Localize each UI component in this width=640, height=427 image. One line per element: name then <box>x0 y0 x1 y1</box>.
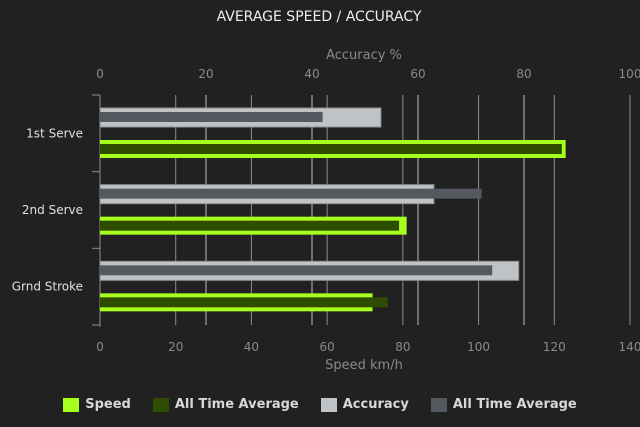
bottom-tick-label: 80 <box>395 340 410 354</box>
top-tick-label: 40 <box>304 67 319 81</box>
legend-label: All Time Average <box>174 397 299 412</box>
top-tick-label: 20 <box>198 67 213 81</box>
legend-label: Accuracy <box>342 397 409 412</box>
legend-swatch <box>152 397 169 412</box>
legend-item[interactable]: All Time Average <box>430 397 577 412</box>
chart-svg: AVERAGE SPEED / ACCURACY Accuracy % Spee… <box>12 9 640 373</box>
accuracy-average-bar <box>100 112 323 122</box>
legend-item[interactable]: Speed <box>63 397 131 412</box>
legend-label: Speed <box>85 397 131 412</box>
category-label: 2nd Serve <box>22 203 83 217</box>
category-label: 1st Serve <box>26 126 83 140</box>
legend-item[interactable]: All Time Average <box>152 397 299 412</box>
speed-average-bar <box>100 297 388 308</box>
bottom-tick-label: 120 <box>543 340 566 354</box>
bottom-tick-label: 0 <box>96 340 104 354</box>
category-label: Grnd Stroke <box>12 280 83 294</box>
top-tick-label: 100 <box>619 67 640 81</box>
legend-item[interactable]: Accuracy <box>320 397 409 412</box>
accuracy-average-bar <box>100 188 482 199</box>
legend-label: All Time Average <box>452 397 577 412</box>
accuracy-average-bar <box>100 265 493 276</box>
top-axis-label: Accuracy % <box>326 48 402 63</box>
legend: Speed All Time Average Accuracy All Time Av… <box>0 397 640 412</box>
speed-average-bar <box>100 220 400 231</box>
top-tick-label: 60 <box>410 67 425 81</box>
bottom-tick-label: 20 <box>168 340 183 354</box>
speed-average-bar <box>100 144 562 154</box>
bottom-tick-label: 140 <box>619 340 640 354</box>
top-tick-label: 80 <box>516 67 531 81</box>
bottom-tick-label: 40 <box>244 340 259 354</box>
legend-swatch <box>63 397 80 412</box>
bottom-tick-label: 100 <box>467 340 490 354</box>
bottom-axis-label: Speed km/h <box>325 358 403 373</box>
chart-title: AVERAGE SPEED / ACCURACY <box>217 9 422 25</box>
bottom-tick-label: 60 <box>320 340 335 354</box>
top-tick-label: 0 <box>96 67 104 81</box>
legend-swatch <box>430 397 447 412</box>
legend-swatch <box>320 397 337 412</box>
